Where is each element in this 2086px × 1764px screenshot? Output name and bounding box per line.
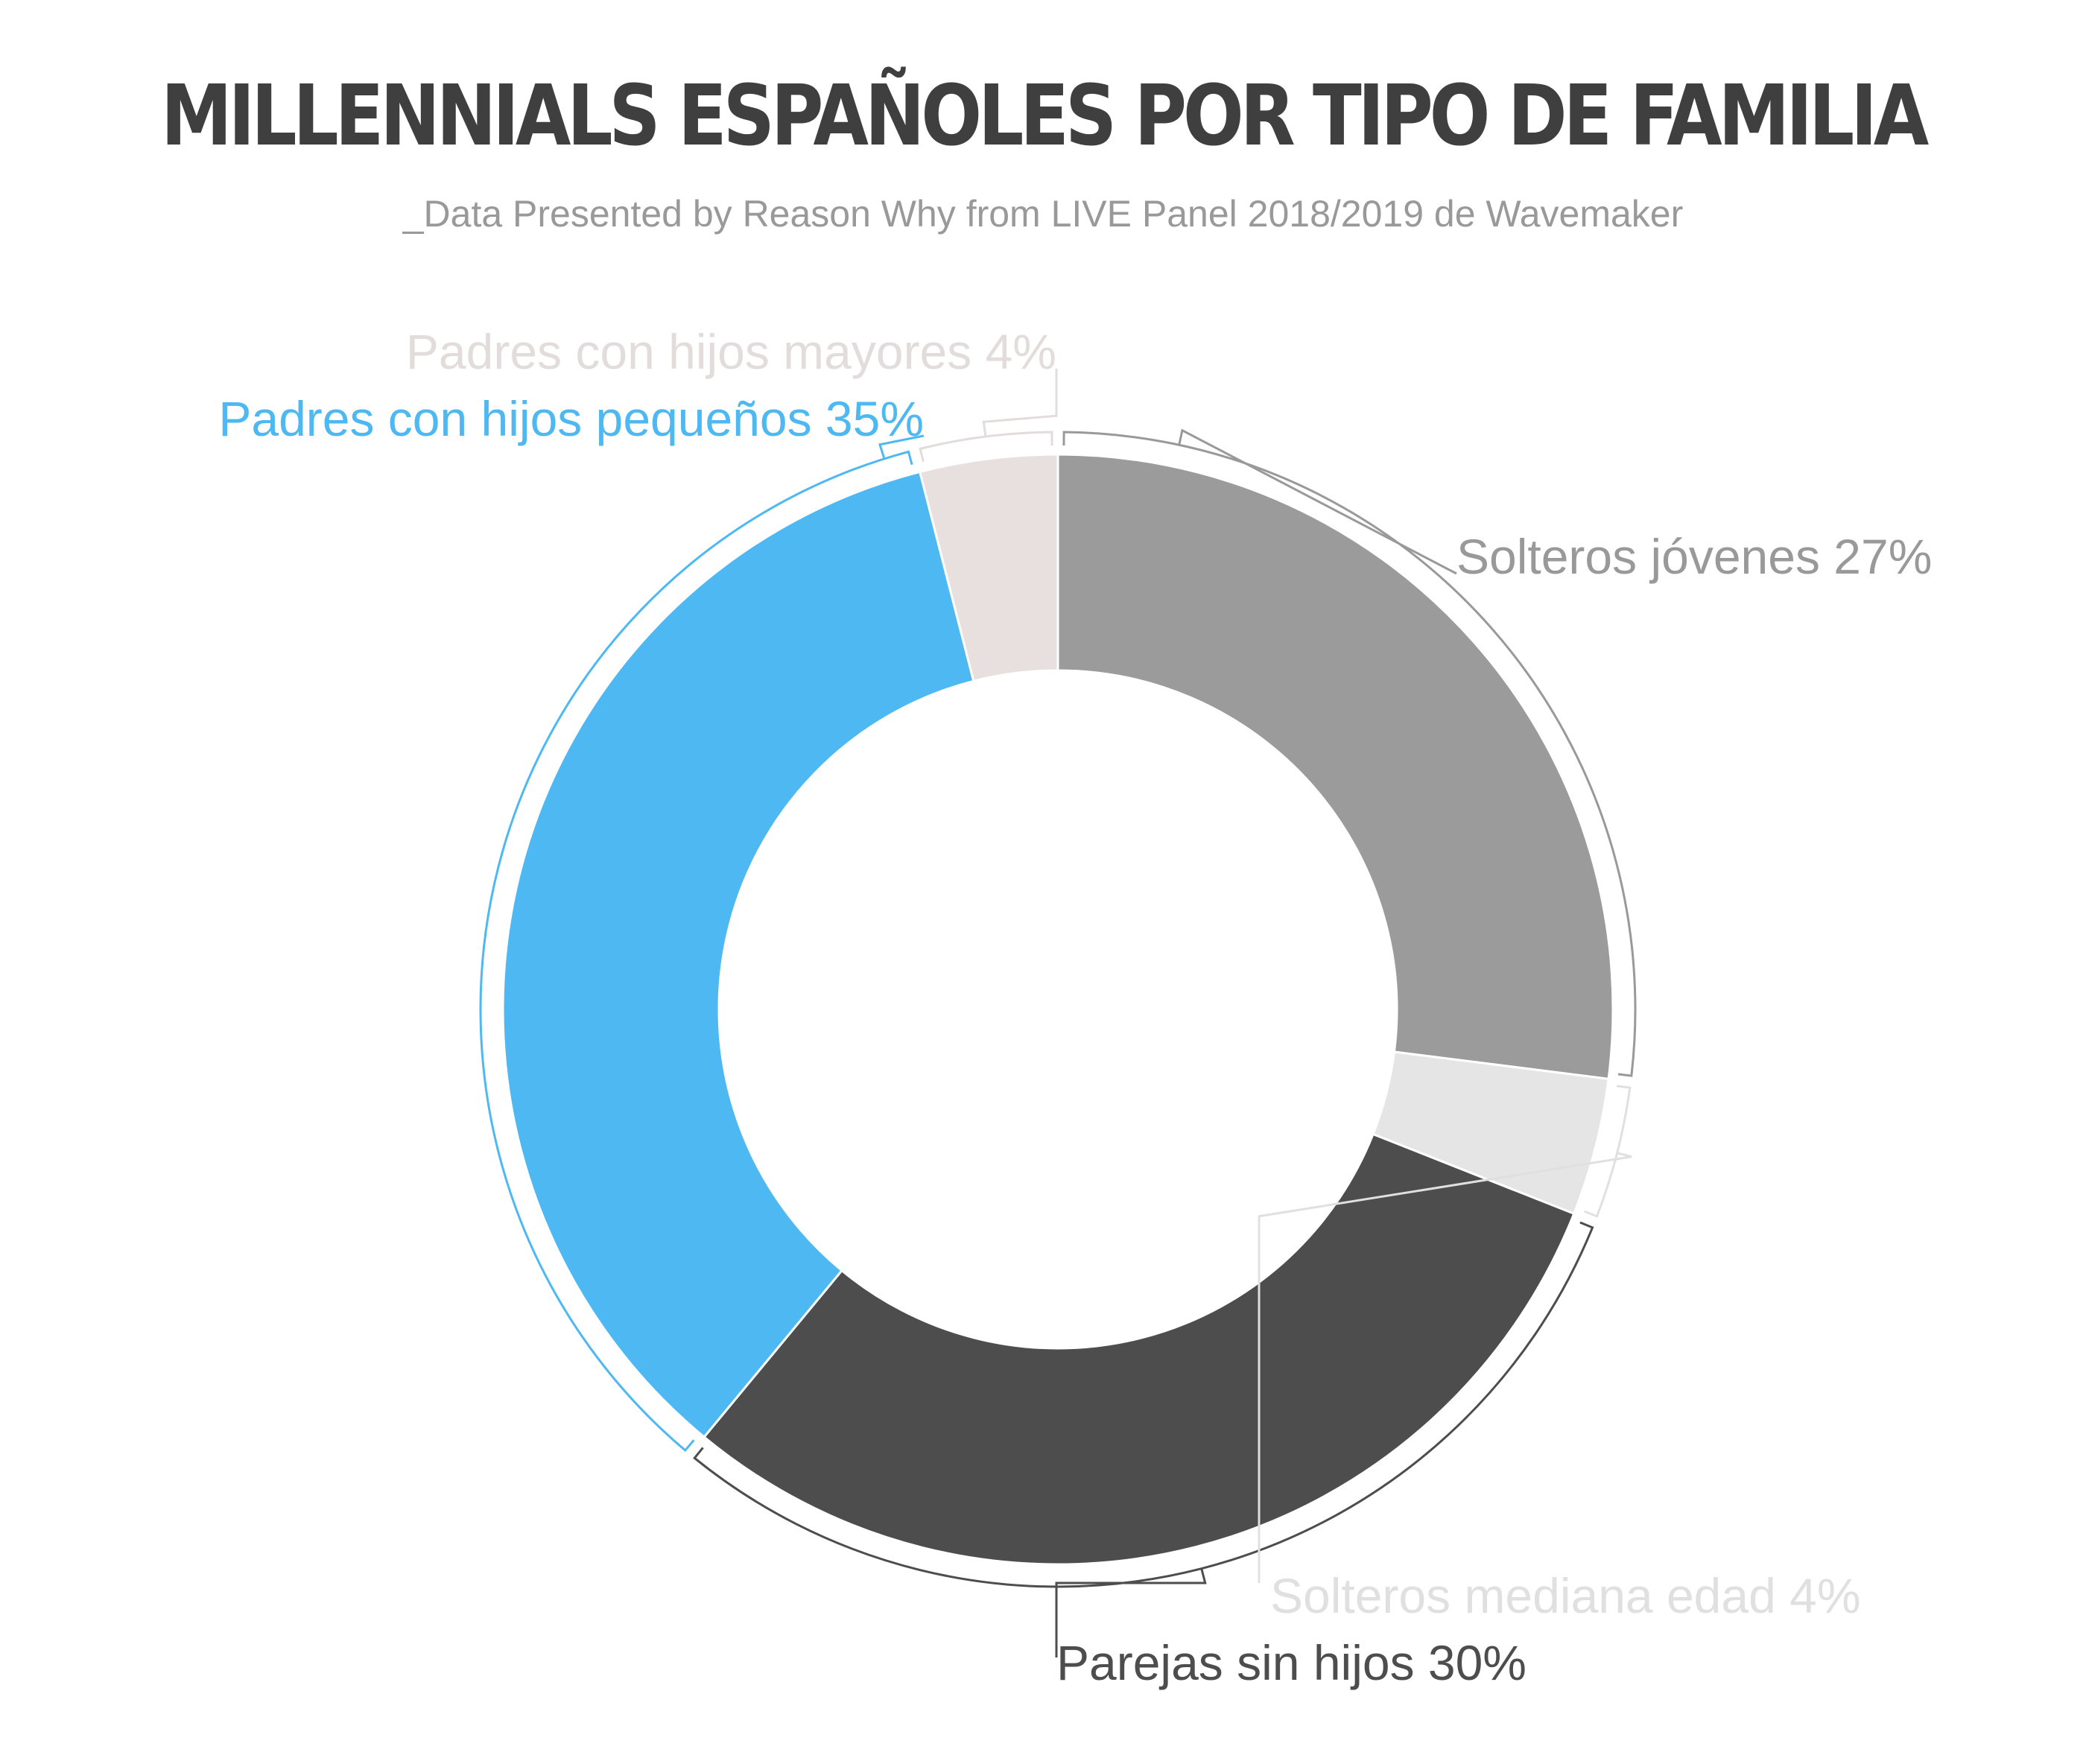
label-parejas-sin-hijos: Parejas sin hijos 30%: [1056, 1635, 1527, 1690]
slice-parejas-sin-hijos: [704, 1134, 1574, 1564]
label-solteros-jovenes: Solteros jóvenes 27%: [1456, 529, 1932, 584]
label-solteros-mediana-edad: Solteros mediana edad 4%: [1270, 1568, 1861, 1623]
slice-padres-con-hijos-pequenos: [503, 472, 974, 1437]
donut-slices: [503, 454, 1613, 1564]
label-padres-con-hijos-pequenos: Padres con hijos pequeños 35%: [218, 391, 924, 446]
label-padres-con-hijos-mayores: Padres con hijos mayores 4%: [406, 324, 1056, 379]
